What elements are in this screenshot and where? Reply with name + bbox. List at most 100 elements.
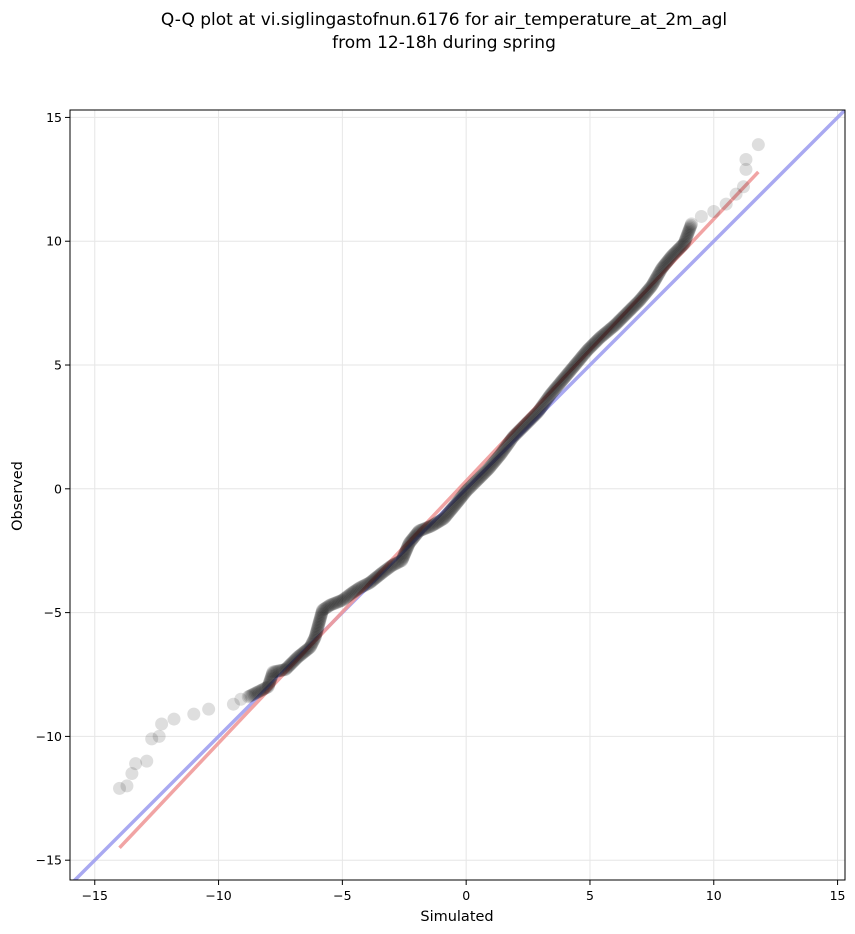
data-point-366 — [600, 325, 614, 339]
data-point-80 — [310, 623, 324, 637]
data-point-201 — [439, 509, 453, 523]
data-point-1 — [120, 779, 134, 793]
data-point-188 — [423, 519, 437, 533]
data-point-433 — [664, 250, 678, 264]
data-point-170 — [403, 535, 417, 549]
data-point-125 — [356, 579, 370, 593]
data-point-461 — [694, 209, 708, 223]
chart-title-line-2: from 12-18h during spring — [332, 33, 556, 53]
data-point-426 — [657, 258, 671, 272]
data-point-376 — [611, 315, 625, 329]
data-point-383 — [618, 308, 632, 322]
data-point-157 — [395, 552, 409, 566]
data-point-48 — [282, 659, 296, 673]
data-point-351 — [584, 340, 598, 354]
data-point-396 — [631, 295, 645, 309]
data-point-119 — [348, 584, 362, 598]
data-point-292 — [528, 408, 542, 422]
data-point-343 — [576, 349, 590, 363]
data-point-336 — [569, 357, 583, 371]
data-point-358 — [591, 333, 605, 347]
data-point-290 — [526, 410, 540, 424]
data-point-315 — [549, 381, 563, 395]
data-point-443 — [674, 240, 688, 254]
data-point-258 — [495, 446, 509, 460]
data-point-389 — [624, 302, 638, 316]
data-point-276 — [511, 425, 525, 439]
data-point-143 — [377, 564, 391, 578]
data-point-370 — [604, 321, 618, 335]
data-point-40 — [271, 664, 285, 678]
data-point-378 — [613, 313, 627, 327]
data-point-19 — [250, 686, 264, 700]
data-point-207 — [445, 502, 459, 516]
data-point-135 — [368, 571, 382, 585]
data-point-209 — [446, 500, 460, 514]
data-point-6 — [152, 729, 166, 743]
x-tick-label-6: 15 — [830, 888, 846, 903]
data-point-16 — [246, 688, 260, 702]
data-point-53 — [287, 654, 301, 668]
data-point-56 — [290, 651, 304, 665]
data-point-15 — [244, 688, 258, 702]
data-point-215 — [452, 493, 466, 507]
data-point-269 — [504, 432, 518, 446]
data-point-168 — [402, 538, 416, 552]
data-point-59 — [293, 648, 307, 662]
data-point-11 — [226, 697, 240, 711]
data-point-194 — [431, 515, 445, 529]
data-point-278 — [513, 423, 527, 437]
data-point-386 — [621, 305, 635, 319]
data-point-344 — [577, 348, 591, 362]
data-point-334 — [567, 359, 581, 373]
data-point-241 — [478, 465, 492, 479]
data-point-224 — [460, 483, 474, 497]
data-point-307 — [542, 390, 556, 404]
data-point-437 — [668, 246, 682, 260]
data-point-468 — [751, 138, 765, 152]
data-point-342 — [575, 350, 589, 364]
data-point-416 — [649, 271, 663, 285]
data-point-172 — [405, 533, 419, 547]
data-point-197 — [434, 513, 448, 527]
data-point-458 — [683, 220, 697, 234]
data-point-13 — [241, 690, 255, 704]
data-point-288 — [524, 412, 538, 426]
data-point-248 — [485, 457, 499, 471]
data-point-154 — [392, 555, 406, 569]
data-point-47 — [280, 660, 294, 674]
data-point-263 — [499, 440, 513, 454]
data-point-38 — [268, 665, 282, 679]
data-point-432 — [663, 251, 677, 265]
data-point-350 — [583, 341, 597, 355]
data-point-86 — [312, 615, 326, 629]
data-point-113 — [340, 590, 354, 604]
data-point-339 — [572, 353, 586, 367]
x-axis-ticks: −15 −10 −5 0 5 10 15 — [82, 880, 846, 903]
data-point-155 — [393, 554, 407, 568]
data-point-148 — [384, 559, 398, 573]
data-point-439 — [670, 244, 684, 258]
data-point-280 — [515, 421, 529, 435]
data-point-187 — [422, 520, 436, 534]
data-point-297 — [533, 403, 547, 417]
data-point-395 — [630, 296, 644, 310]
data-point-211 — [448, 498, 462, 512]
data-point-34 — [265, 669, 279, 683]
data-point-232 — [469, 474, 483, 488]
data-point-382 — [617, 309, 631, 323]
data-point-218 — [455, 490, 469, 504]
data-point-88 — [313, 612, 327, 626]
y-tick-label-3: 0 — [54, 481, 62, 496]
data-point-388 — [623, 303, 637, 317]
data-point-147 — [382, 560, 396, 574]
data-point-75 — [308, 630, 322, 644]
data-point-36 — [266, 667, 280, 681]
data-point-282 — [518, 418, 532, 432]
data-point-369 — [603, 322, 617, 336]
data-point-284 — [520, 416, 534, 430]
data-point-285 — [521, 415, 535, 429]
data-point-77 — [309, 627, 323, 641]
data-point-196 — [433, 514, 447, 528]
data-point-192 — [428, 517, 442, 531]
